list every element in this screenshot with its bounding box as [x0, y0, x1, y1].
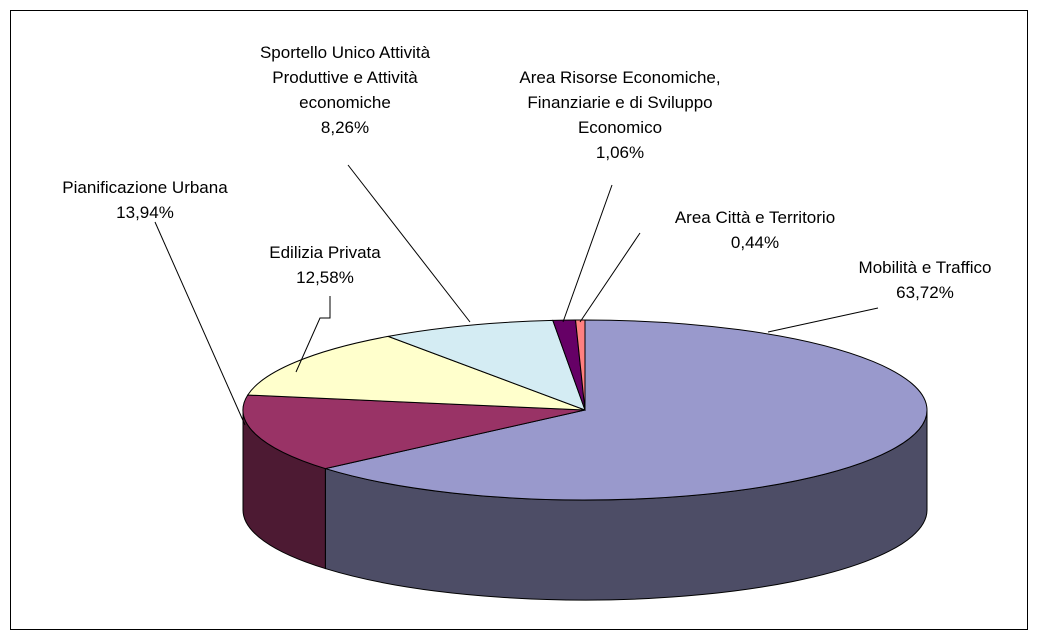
slice-label: Edilizia Privata 12,58% — [225, 240, 425, 290]
slice-name: Pianificazione Urbana — [62, 178, 228, 197]
leader-line — [154, 221, 246, 426]
slice-label: Mobilità e Traffico 63,72% — [815, 255, 1035, 305]
leader-line — [767, 307, 879, 333]
leader-line — [562, 184, 613, 323]
leader-line — [347, 164, 471, 323]
chart-frame — [10, 10, 1028, 630]
slice-name: Area Risorse Economiche, Finanziarie e d… — [519, 68, 721, 137]
pie-slice — [242, 394, 586, 470]
slice-label: Area Città e Territorio 0,44% — [625, 205, 885, 255]
slice-value: 0,44% — [730, 233, 780, 252]
slice-label: Pianificazione Urbana 13,94% — [25, 175, 265, 225]
slice-name: Mobilità e Traffico — [858, 258, 992, 277]
pie-slice — [246, 335, 586, 411]
slice-value: 8,26% — [320, 118, 370, 137]
slice-value: 13,94% — [116, 203, 174, 222]
slice-value: 12,58% — [296, 268, 354, 287]
slice-label: Sportello Unico Attività Produttive e At… — [228, 40, 463, 140]
slice-label: Area Risorse Economiche, Finanziarie e d… — [493, 65, 748, 165]
pie-slice — [574, 319, 586, 411]
slice-name: Sportello Unico Attività Produttive e At… — [259, 43, 431, 112]
slice-value: 1,06% — [595, 143, 645, 162]
leader-line — [579, 232, 641, 323]
slice-name: Edilizia Privata — [269, 243, 381, 262]
slice-value: 63,72% — [896, 283, 954, 302]
leader-line — [295, 296, 331, 373]
pie-slice — [323, 319, 928, 501]
pie-slice — [386, 319, 586, 411]
slice-name: Area Città e Territorio — [674, 208, 836, 227]
